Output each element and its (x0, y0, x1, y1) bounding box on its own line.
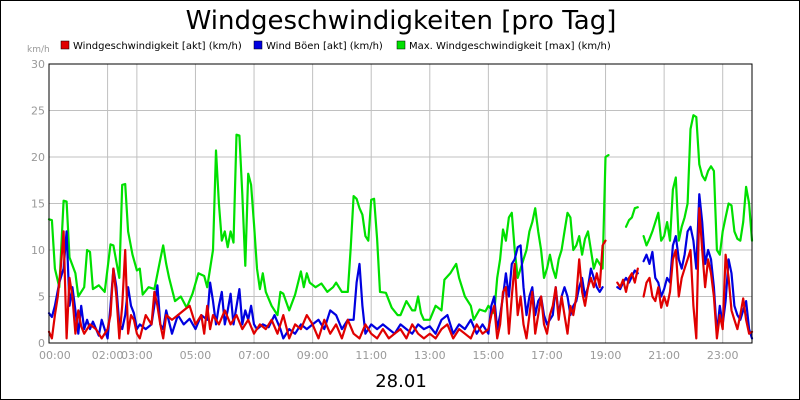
x-tick-label: 11:00 (355, 349, 387, 362)
y-tick-label: 25 (31, 105, 45, 118)
y-tick-label: 20 (31, 151, 45, 164)
legend-swatch-wind-boeen (253, 40, 263, 50)
series-line-group (47, 193, 754, 340)
x-tick-label: 00:00 (39, 349, 71, 362)
x-tick-label: 21:00 (648, 349, 680, 362)
series-line (624, 206, 639, 228)
series-line (616, 267, 639, 293)
legend-label-windgeschwindigkeit: Windgeschwindigkeit [akt] (km/h) (73, 41, 242, 52)
series-line-group (47, 207, 754, 340)
x-tick-label: 19:00 (590, 349, 622, 362)
x-tick-label: 09:00 (297, 349, 329, 362)
series-line-group (47, 114, 754, 321)
series-line (47, 230, 607, 340)
x-tick-label: 13:00 (414, 349, 446, 362)
y-axis-unit: km/h (27, 45, 50, 55)
legend-swatch-max-windgeschwindigkeit (396, 40, 406, 50)
x-tick-label: 02:00 (92, 349, 124, 362)
series-line (616, 269, 639, 291)
y-tick-label: 15 (31, 198, 45, 211)
x-tick-label: 07:00 (238, 349, 270, 362)
series-lines (47, 114, 754, 340)
series-line (642, 114, 754, 256)
series-line (47, 133, 610, 321)
y-axis-ticks: 0 5 10 15 20 25 30 (31, 58, 45, 350)
y-tick-label: 5 (38, 291, 45, 304)
plot-area-border (48, 63, 753, 344)
x-tick-label: 03:00 (121, 349, 153, 362)
legend-label-max-windgeschwindigkeit: Max. Windgeschwindigkeit [max] (km/h) (409, 41, 611, 52)
legend-swatch-windgeschwindigkeit (60, 40, 70, 50)
x-tick-label: 17:00 (531, 349, 563, 362)
y-tick-label: 0 (38, 337, 45, 350)
x-tick-label: 15:00 (473, 349, 505, 362)
y-tick-label: 10 (31, 244, 45, 257)
legend: Windgeschwindigkeit [akt] (km/h) Wind Bö… (60, 40, 611, 52)
x-tick-label: 23:00 (707, 349, 739, 362)
y-tick-label: 30 (31, 58, 45, 71)
x-axis-date-label: 28.01 (375, 371, 427, 392)
legend-label-wind-boeen: Wind Böen [akt] (km/h) (266, 41, 383, 52)
series-line (642, 207, 754, 340)
x-tick-label: 05:00 (180, 349, 212, 362)
chart-title: Windgeschwindigkeiten [pro Tag] (186, 6, 617, 36)
